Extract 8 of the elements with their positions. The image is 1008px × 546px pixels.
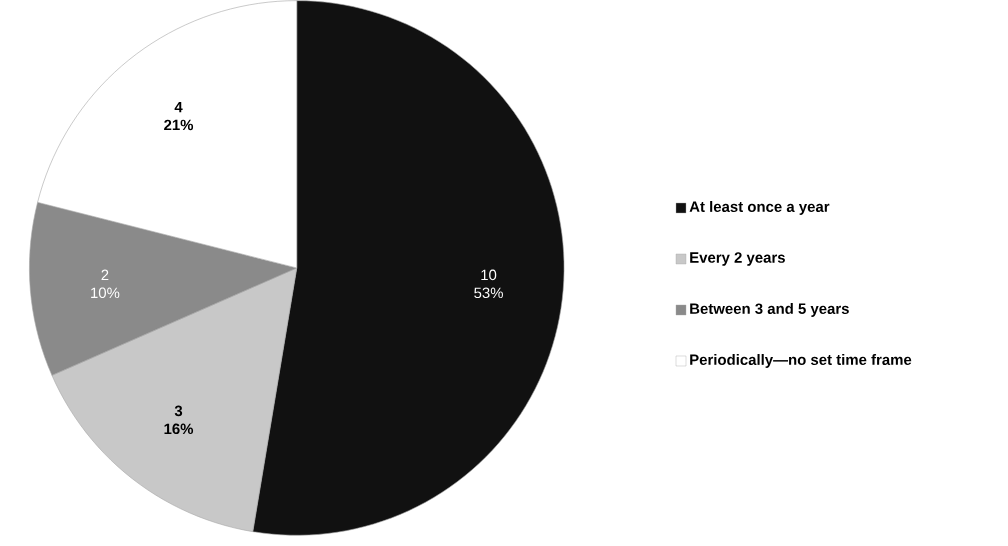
data-label: 2 10%	[91, 269, 120, 299]
data-label: 3 16%	[164, 405, 194, 435]
data-label: 4 21%	[164, 101, 194, 131]
legend-label: Periodically—no set time frame	[690, 354, 912, 368]
legend-label: At least once a year	[689, 201, 830, 215]
legend-label: Every 2 years	[690, 252, 785, 266]
legend-label: Between 3 and 5 years	[690, 303, 849, 317]
data-label: 10 53%	[474, 269, 503, 299]
